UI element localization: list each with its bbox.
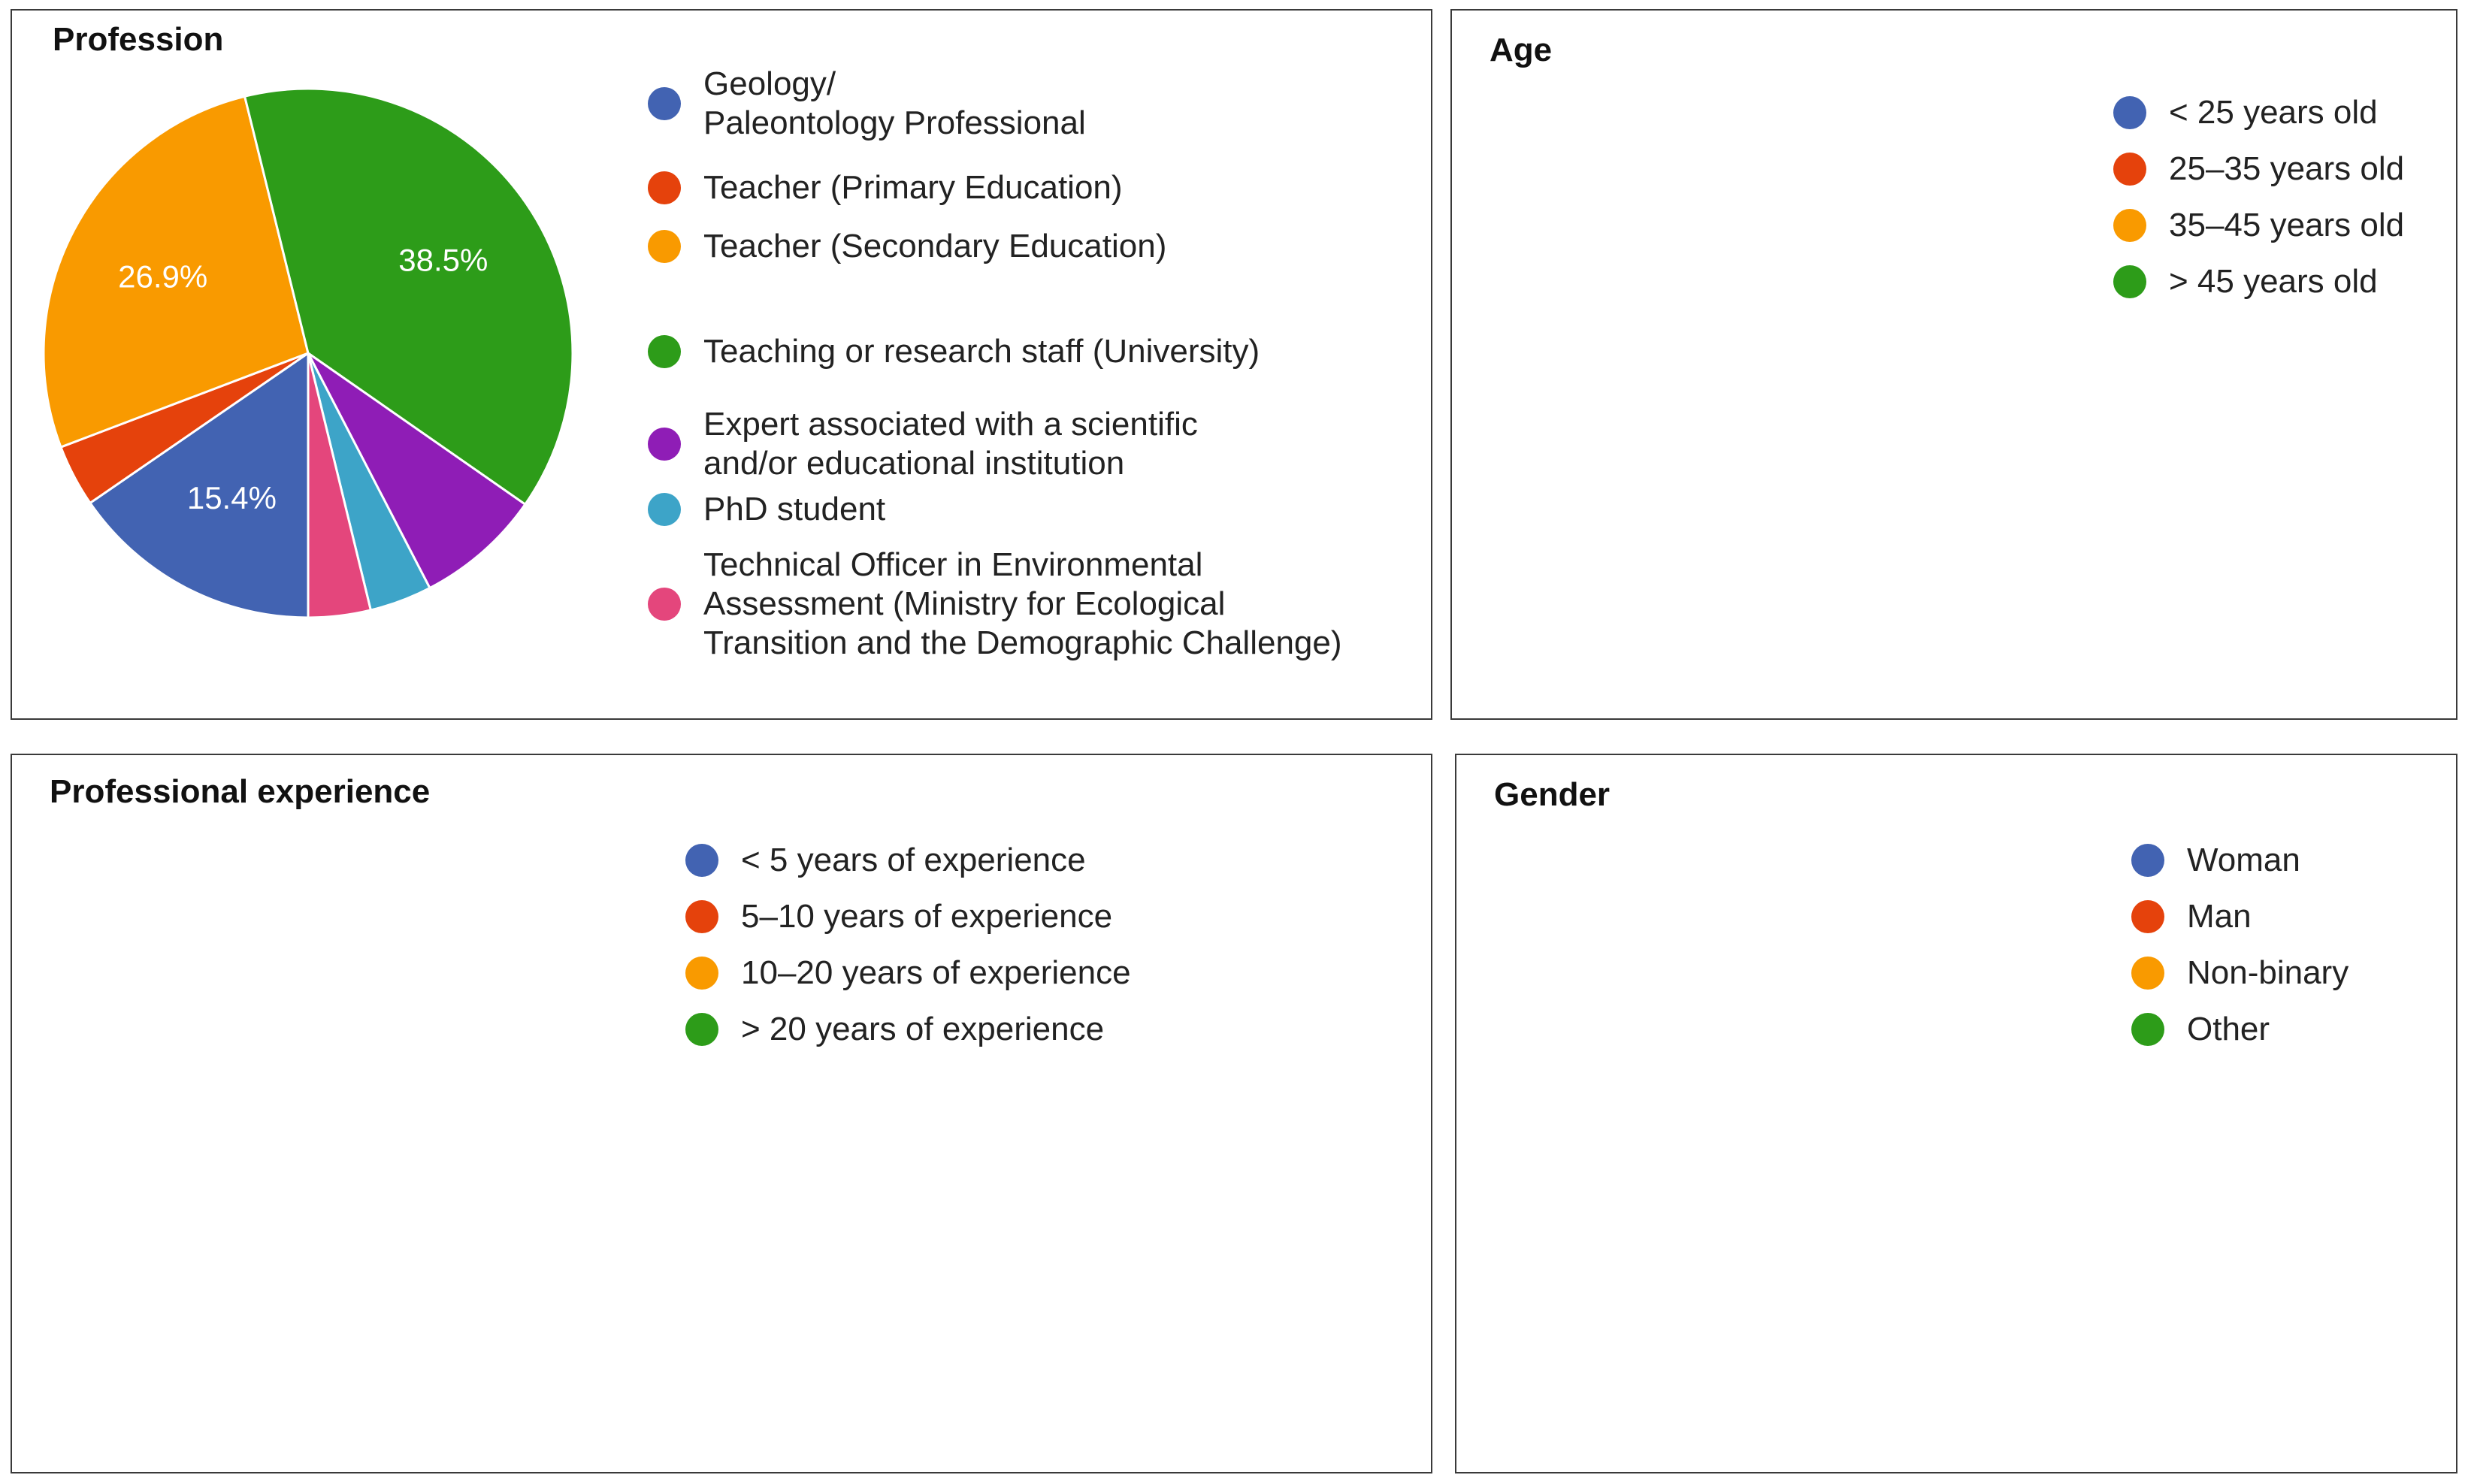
slice-data-label: 38.5% [398,242,488,277]
legend-item: > 45 years old [2113,262,2378,301]
legend-label-line: 5–10 years of experience [741,898,1113,935]
legend-item: PhD student [648,490,885,529]
legend-swatch-icon [685,900,718,933]
pie-slice [307,352,373,619]
legend-label: < 5 years of experience [741,841,1086,880]
legend-item: 5–10 years of experience [685,897,1112,936]
legend-label: > 45 years old [2169,262,2378,301]
legend-swatch-icon [648,493,681,526]
chart-title: Gender [1494,776,1611,813]
chart-title: Profession [53,21,224,58]
pie-slice [307,352,527,590]
legend-item: Woman [2131,841,2300,880]
legend-swatch-icon [2131,1013,2164,1046]
legend-label: 25–35 years old [2169,150,2404,189]
legend-swatch-icon [685,957,718,990]
pie-slice [42,95,310,449]
legend-label: Technical Officer in Environmental Assess… [703,546,1342,663]
legend-label-line: Technical Officer in Environmental [703,546,1203,583]
legend-label-line: < 5 years of experience [741,842,1086,878]
legend-label-line: Teaching or research staff (University) [703,333,1260,370]
chart-title: Age [1490,32,1553,68]
legend-label: 35–45 years old [2169,206,2404,245]
legend-label: Geology/Paleontology Professional [703,65,1086,143]
legend-label: Teacher (Secondary Education) [703,227,1166,266]
legend-item: 25–35 years old [2113,150,2404,189]
legend-label: PhD student [703,490,885,529]
legend-item: Teaching or research staff (University) [648,332,1260,371]
experience-panel: Professional experience [11,754,1432,1473]
legend-item: Teacher (Primary Education) [648,168,1123,207]
legend-swatch-icon [2113,96,2146,129]
legend-label-line: and/or educational institution [703,445,1125,482]
legend-item: Geology/Paleontology Professional [648,65,1086,143]
legend-label-line: Expert associated with a scientific [703,406,1198,443]
legend-swatch-icon [2131,844,2164,877]
legend-label: Non-binary [2187,954,2349,993]
legend-item: < 5 years of experience [685,841,1086,880]
legend-label-line: > 20 years of experience [741,1011,1105,1047]
legend-label-line: Teacher (Primary Education) [703,169,1123,206]
legend-label-line: Transition and the Demographic Challenge… [703,624,1342,661]
slice-data-label: 15.4% [187,480,277,515]
legend-swatch-icon [2113,209,2146,242]
legend-label-line: 25–35 years old [2169,150,2405,187]
legend-item: < 25 years old [2113,93,2378,132]
legend-swatch-icon [2131,957,2164,990]
legend-swatch-icon [648,588,681,621]
legend-swatch-icon [2113,265,2146,298]
legend-label: Man [2187,897,2252,936]
legend-item: Man [2131,897,2252,936]
legend-item: 10–20 years of experience [685,954,1131,993]
legend-label: < 25 years old [2169,93,2378,132]
legend-label: Teaching or research staff (University) [703,332,1260,371]
chart-title: Professional experience [50,773,431,810]
legend-label: Teacher (Primary Education) [703,168,1123,207]
legend-label: Other [2187,1010,2270,1049]
legend-swatch-icon [648,428,681,461]
legend-item: Teacher (Secondary Education) [648,227,1166,266]
legend-label-line: 35–45 years old [2169,207,2405,243]
legend-item: Other [2131,1010,2270,1049]
legend-item: > 20 years of experience [685,1010,1104,1049]
legend-swatch-icon [685,844,718,877]
pie-slice [243,87,574,506]
pie-slice [88,351,310,619]
legend-label-line: < 25 years old [2169,94,2378,131]
legend-swatch-icon [648,87,681,120]
legend-label: 5–10 years of experience [741,897,1112,936]
legend-label-line: Paleontology Professional [703,104,1086,141]
legend-item: Technical Officer in Environmental Assess… [648,546,1342,663]
legend-swatch-icon [2113,153,2146,186]
legend-swatch-icon [648,171,681,204]
legend-label-line: Woman [2187,842,2300,878]
legend-label: 10–20 years of experience [741,954,1131,993]
legend-label-line: > 45 years old [2169,263,2378,300]
legend-item: Non-binary [2131,954,2349,993]
legend-label-line: Other [2187,1011,2270,1047]
legend-swatch-icon [2131,900,2164,933]
legend-label-line: Geology/ [703,65,836,102]
legend-item: 35–45 years old [2113,206,2404,245]
legend-swatch-icon [648,230,681,263]
legend-label-line: Man [2187,898,2252,935]
legend-label: Expert associated with a scientific and/o… [703,405,1198,483]
age-panel: Age [1450,9,2457,720]
legend-swatch-icon [685,1013,718,1046]
legend-item: Expert associated with a scientific and/o… [648,405,1198,483]
legend-swatch-icon [648,335,681,368]
legend-label-line: Assessment (Ministry for Ecological [703,585,1226,622]
gender-panel: Gender [1455,754,2457,1473]
legend-label: Woman [2187,841,2300,880]
legend-label-line: 10–20 years of experience [741,954,1131,991]
slice-data-label: 26.9% [118,259,207,295]
legend-label-line: Teacher (Secondary Education) [703,228,1167,264]
legend-label-line: PhD student [703,491,886,527]
legend-label-line: Non-binary [2187,954,2349,991]
legend-label: > 20 years of experience [741,1010,1104,1049]
